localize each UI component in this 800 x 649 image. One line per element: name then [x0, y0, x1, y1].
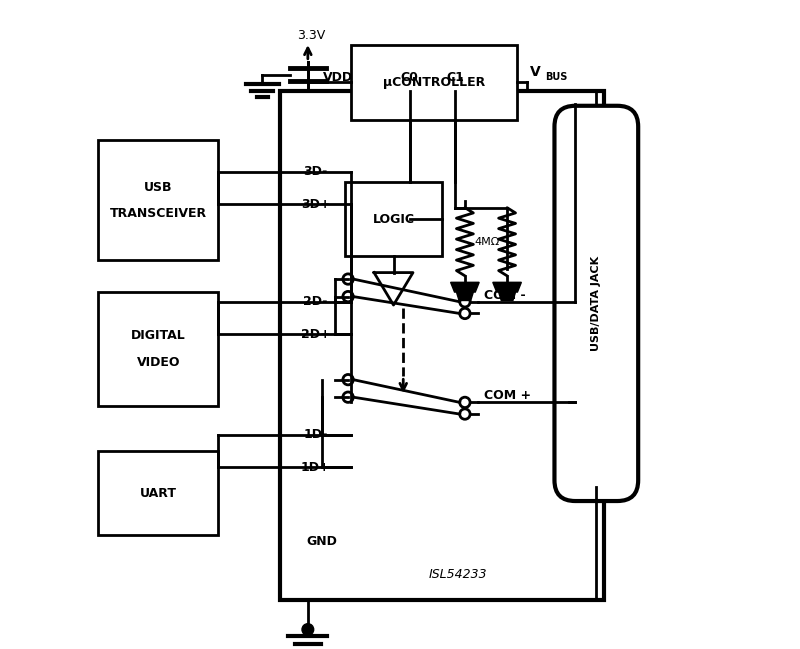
Text: COM -: COM - — [484, 289, 526, 302]
Text: USB/DATA JACK: USB/DATA JACK — [591, 256, 602, 351]
Text: 2D-: 2D- — [303, 295, 328, 308]
Text: V: V — [530, 65, 541, 79]
Text: TRANSCEIVER: TRANSCEIVER — [110, 208, 207, 221]
Text: 3D+: 3D+ — [301, 198, 330, 211]
Polygon shape — [374, 273, 413, 305]
Text: C0: C0 — [401, 71, 418, 84]
Text: USB: USB — [144, 181, 173, 194]
Text: VDD: VDD — [323, 71, 354, 84]
Bar — [98, 451, 218, 535]
Polygon shape — [498, 292, 515, 300]
Text: 4MΩ: 4MΩ — [474, 237, 500, 247]
FancyBboxPatch shape — [554, 106, 638, 501]
Bar — [345, 182, 442, 256]
Text: 3.3V: 3.3V — [297, 29, 326, 42]
Text: LOGIC: LOGIC — [373, 212, 414, 226]
Bar — [280, 91, 605, 600]
Text: μCONTROLLER: μCONTROLLER — [383, 76, 485, 90]
Text: ISL54233: ISL54233 — [429, 568, 488, 581]
Text: BUS: BUS — [545, 73, 567, 82]
Text: 1D+: 1D+ — [301, 461, 330, 474]
Text: 3D-: 3D- — [303, 165, 328, 178]
Text: 2D+: 2D+ — [301, 328, 330, 341]
Text: UART: UART — [140, 487, 177, 500]
Text: COM +: COM + — [484, 389, 531, 402]
Text: 1D-: 1D- — [303, 428, 328, 441]
Polygon shape — [493, 282, 522, 292]
Text: DIGITAL: DIGITAL — [131, 328, 186, 342]
Polygon shape — [450, 282, 479, 292]
Bar — [351, 45, 517, 120]
Text: VIDEO: VIDEO — [137, 356, 180, 369]
Text: C1: C1 — [446, 71, 464, 84]
Bar — [98, 292, 218, 406]
Polygon shape — [457, 292, 474, 300]
Bar — [98, 140, 218, 260]
Text: GND: GND — [306, 535, 338, 548]
Circle shape — [302, 624, 314, 635]
